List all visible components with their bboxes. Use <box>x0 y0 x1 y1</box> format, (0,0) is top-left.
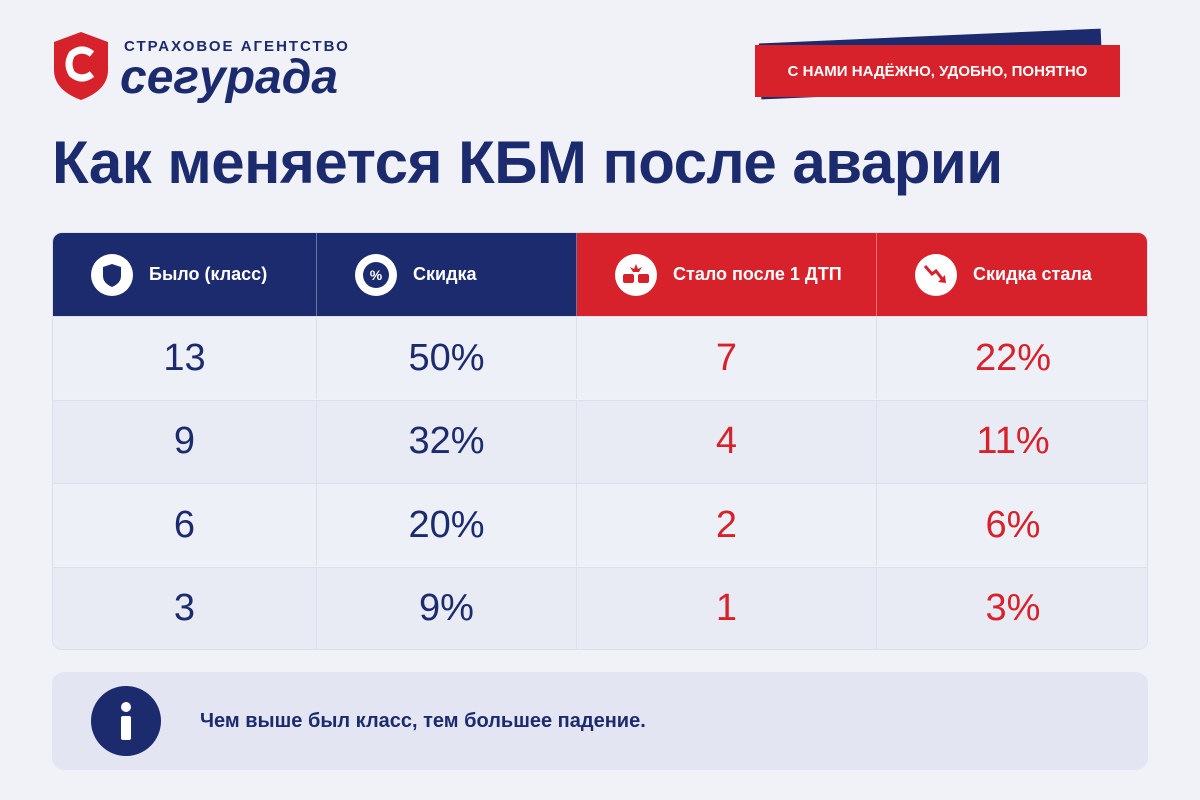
column-header: Скидка стала <box>877 233 1147 316</box>
column-title: Было (класс) <box>149 264 268 284</box>
table-cell: 6% <box>985 503 1041 546</box>
icon-percent: % <box>355 253 397 296</box>
brand-name: сегурада <box>120 51 339 104</box>
column-header: % Скидка <box>317 233 577 316</box>
table-cell: 13 <box>53 317 317 399</box>
column-header: Стало после 1 ДТП <box>577 233 877 316</box>
icon-info <box>91 686 161 756</box>
icon-down <box>915 253 957 296</box>
table-row: 3 9% 1 3% <box>53 566 1147 649</box>
icon-shield <box>91 253 133 296</box>
column-title: Стало после 1 ДТП <box>673 264 842 284</box>
svg-text:%: % <box>370 267 383 283</box>
table: Было (класс) % Скидка Стало после 1 ДТП … <box>52 232 1148 650</box>
table-cell: 3% <box>985 587 1041 629</box>
table-row: 13 50% 7 22% <box>53 316 1147 399</box>
table-cell: 6 <box>53 484 317 566</box>
table-row: 6 20% 2 6% <box>53 483 1147 566</box>
table-cell: 7 <box>577 317 877 399</box>
table-cell: 22% <box>974 336 1052 379</box>
note-text: Чем выше был класс, тем большее падение. <box>200 710 646 732</box>
title: Как меняется КБМ после аварии <box>52 129 1003 196</box>
table-cell: 3 <box>53 567 317 649</box>
table-cell: 32% <box>317 400 577 483</box>
icon-crash <box>615 253 657 296</box>
table-row: 9 32% 4 11% <box>53 399 1147 483</box>
note-box <box>52 672 1148 770</box>
table-cell: 11% <box>976 420 1050 462</box>
tagline: С НАМИ НАДЁЖНО, УДОБНО, ПОНЯТНО <box>755 45 1120 97</box>
column-title: Скидка стала <box>973 264 1092 284</box>
table-cell: 9% <box>317 567 577 649</box>
logo-shield <box>54 32 108 100</box>
column-title: Скидка <box>413 264 477 284</box>
brand-top: СТРАХОВОЕ АГЕНТСТВО <box>124 38 350 55</box>
column-header: Было (класс) <box>53 233 317 316</box>
table-cell: 1 <box>577 567 877 649</box>
table-cell: 9 <box>53 400 317 483</box>
table-cell: 50% <box>317 317 577 399</box>
table-cell: 20% <box>317 484 577 566</box>
table-cell: 2 <box>577 484 877 566</box>
table-cell: 4 <box>577 400 877 483</box>
